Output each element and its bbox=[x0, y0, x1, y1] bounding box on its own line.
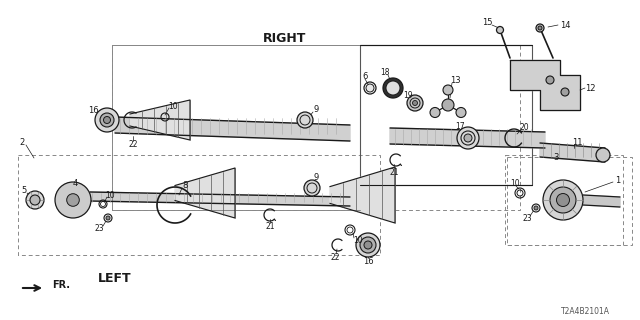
Circle shape bbox=[442, 99, 454, 111]
Circle shape bbox=[104, 116, 111, 124]
Text: 23: 23 bbox=[522, 213, 532, 222]
Bar bbox=[18, 155, 380, 255]
Circle shape bbox=[550, 187, 576, 213]
Circle shape bbox=[457, 127, 479, 149]
Text: 10: 10 bbox=[510, 179, 520, 188]
Circle shape bbox=[356, 233, 380, 257]
Text: 13: 13 bbox=[450, 76, 460, 84]
Circle shape bbox=[538, 26, 542, 30]
Polygon shape bbox=[175, 168, 235, 218]
Circle shape bbox=[26, 191, 44, 209]
Circle shape bbox=[456, 108, 466, 117]
Text: RIGHT: RIGHT bbox=[263, 31, 307, 44]
Polygon shape bbox=[330, 167, 395, 223]
Circle shape bbox=[596, 148, 610, 162]
Circle shape bbox=[561, 88, 569, 96]
Polygon shape bbox=[390, 128, 545, 148]
Circle shape bbox=[364, 241, 372, 249]
Text: 3: 3 bbox=[554, 153, 559, 162]
Text: 14: 14 bbox=[560, 20, 570, 29]
Circle shape bbox=[106, 216, 110, 220]
Circle shape bbox=[366, 84, 374, 92]
Circle shape bbox=[304, 180, 320, 196]
Text: 9: 9 bbox=[314, 105, 319, 114]
Circle shape bbox=[543, 180, 583, 220]
Bar bbox=[112, 45, 520, 210]
Text: 20: 20 bbox=[519, 123, 529, 132]
Text: 17: 17 bbox=[455, 122, 465, 131]
Circle shape bbox=[413, 100, 417, 106]
Polygon shape bbox=[583, 195, 620, 207]
Circle shape bbox=[443, 85, 453, 95]
Circle shape bbox=[360, 237, 376, 253]
Text: 12: 12 bbox=[585, 84, 595, 92]
Text: 4: 4 bbox=[72, 179, 77, 188]
Circle shape bbox=[497, 27, 504, 34]
Text: 10: 10 bbox=[353, 236, 363, 244]
Circle shape bbox=[546, 76, 554, 84]
Polygon shape bbox=[90, 192, 350, 206]
Text: 5: 5 bbox=[21, 186, 27, 195]
Circle shape bbox=[430, 108, 440, 117]
Bar bbox=[505, 155, 623, 245]
Text: 2: 2 bbox=[19, 138, 24, 147]
Text: 22: 22 bbox=[128, 140, 138, 148]
Circle shape bbox=[104, 214, 112, 222]
Bar bbox=[360, 45, 532, 185]
Text: LEFT: LEFT bbox=[98, 271, 132, 284]
Polygon shape bbox=[510, 60, 580, 110]
Circle shape bbox=[536, 24, 544, 32]
Bar bbox=[507, 157, 632, 245]
Text: 23: 23 bbox=[94, 223, 104, 233]
Circle shape bbox=[30, 195, 40, 205]
Circle shape bbox=[407, 95, 423, 111]
Text: 8: 8 bbox=[182, 180, 188, 189]
Text: 10: 10 bbox=[168, 101, 178, 110]
Circle shape bbox=[95, 108, 119, 132]
Text: 15: 15 bbox=[482, 18, 492, 27]
Circle shape bbox=[532, 204, 540, 212]
Text: 1: 1 bbox=[616, 175, 621, 185]
Text: 9: 9 bbox=[314, 172, 319, 181]
Polygon shape bbox=[115, 117, 350, 141]
Text: 16: 16 bbox=[88, 106, 99, 115]
Circle shape bbox=[67, 194, 79, 206]
Text: 11: 11 bbox=[572, 138, 582, 147]
Circle shape bbox=[557, 194, 570, 206]
Text: 18: 18 bbox=[380, 68, 390, 76]
Circle shape bbox=[534, 206, 538, 210]
Polygon shape bbox=[540, 143, 605, 162]
Circle shape bbox=[55, 182, 91, 218]
Text: 21: 21 bbox=[265, 221, 275, 230]
Circle shape bbox=[383, 78, 403, 98]
Text: 22: 22 bbox=[330, 252, 340, 261]
Text: 6: 6 bbox=[362, 71, 368, 81]
Polygon shape bbox=[130, 100, 190, 140]
Circle shape bbox=[100, 113, 114, 127]
Text: FR.: FR. bbox=[52, 280, 70, 290]
Text: 10: 10 bbox=[105, 190, 115, 199]
Text: T2A4B2101A: T2A4B2101A bbox=[561, 308, 609, 316]
Circle shape bbox=[386, 81, 400, 95]
Text: 19: 19 bbox=[403, 91, 413, 100]
Text: 21: 21 bbox=[389, 167, 399, 177]
Circle shape bbox=[297, 112, 313, 128]
Text: 16: 16 bbox=[363, 258, 373, 267]
Circle shape bbox=[464, 134, 472, 142]
